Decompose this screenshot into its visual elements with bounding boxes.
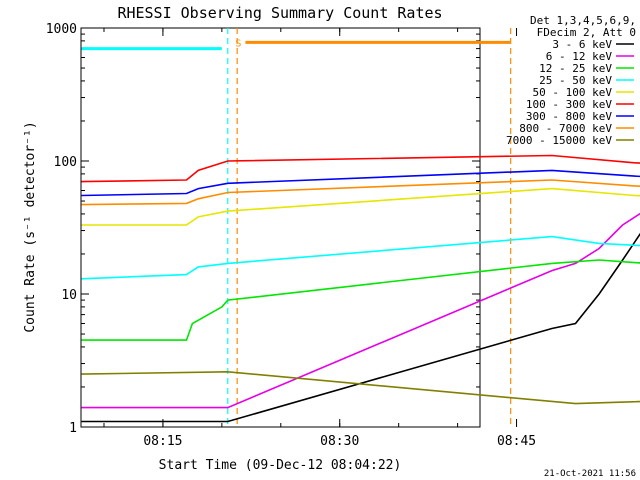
series-line	[81, 259, 640, 341]
legend-label: 3 - 6 keV	[552, 38, 612, 51]
legend-label: 7000 - 15000 keV	[506, 134, 612, 147]
legend-label: 6 - 12 keV	[546, 50, 613, 63]
series-line	[81, 232, 640, 423]
y-tick-label: 1	[69, 421, 77, 436]
series-line	[81, 212, 640, 409]
plot-frame	[80, 27, 481, 428]
series-line	[81, 235, 640, 280]
y-tick-label: 100	[54, 155, 77, 170]
series-line	[81, 187, 640, 226]
y-tick-label: 1000	[46, 22, 77, 37]
y-tick-label: 10	[61, 288, 77, 303]
x-tick-label: 08:30	[320, 434, 359, 449]
legend-label: 800 - 7000 keV	[519, 122, 612, 135]
legend-label: 12 - 25 keV	[539, 62, 612, 75]
legend-header: Det 1,3,4,5,6,9,	[530, 14, 636, 27]
legend-header: FDecim 2, Att 0	[537, 26, 636, 39]
y-axis-label: Count Rate (s⁻¹ detector⁻¹)	[23, 121, 38, 332]
legend-label: 25 - 50 keV	[539, 74, 612, 87]
legend-label: 300 - 800 keV	[526, 110, 612, 123]
x-tick-label: 08:45	[497, 434, 536, 449]
legend-label: 100 - 300 keV	[526, 98, 612, 111]
vertical-markers	[227, 28, 512, 427]
legend-label: 50 - 100 keV	[533, 86, 613, 99]
chart-title: RHESSI Observing Summary Count Rates	[117, 4, 442, 22]
series-line	[81, 370, 640, 405]
series-lines	[81, 154, 640, 423]
legend: Det 1,3,4,5,6,9,FDecim 2, Att 03 - 6 keV…	[506, 14, 636, 147]
x-tick-label: 08:15	[143, 434, 182, 449]
timestamp: 21-Oct-2021 11:56	[544, 469, 636, 479]
plot-frame-rect	[80, 27, 481, 428]
flag-bars: SN	[81, 38, 511, 51]
x-axis-label: Start Time (09-Dec-12 08:04:22)	[159, 458, 402, 473]
series-line	[81, 179, 640, 206]
series-line	[81, 169, 640, 197]
flag-label: S	[235, 38, 241, 49]
series-line	[81, 154, 640, 183]
